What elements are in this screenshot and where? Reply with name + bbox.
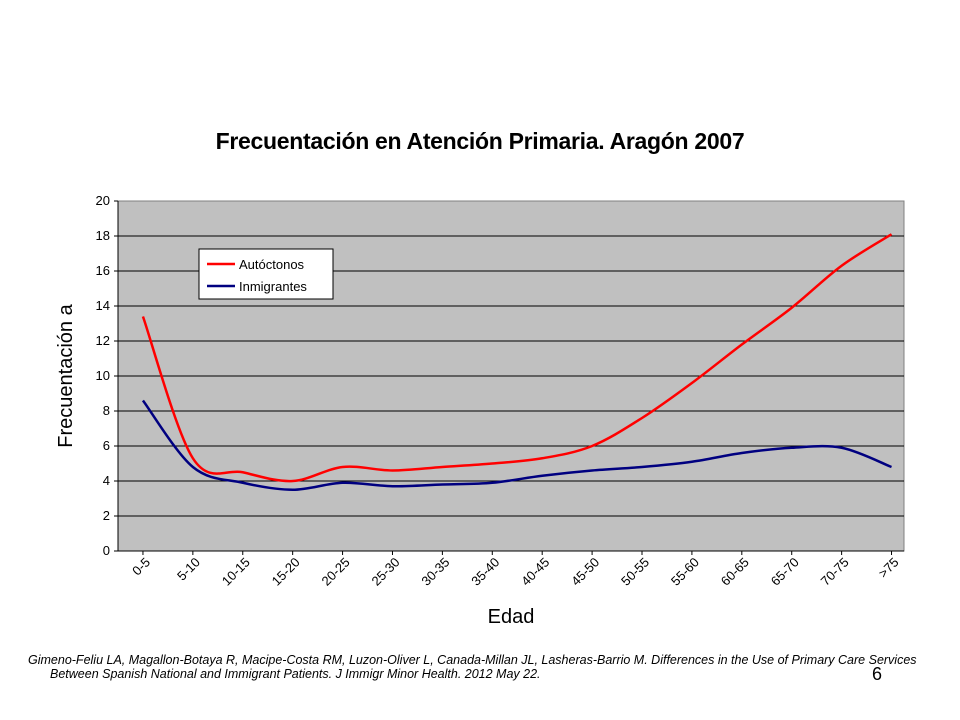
grid-lines bbox=[118, 235, 904, 517]
citation-line-2: Between Spanish National and Immigrant P… bbox=[50, 667, 541, 681]
line-chart: 0 2 4 6 8 10 12 14 16 18 20 0-5 5-10 10-15 15-20 20-25… bbox=[55, 193, 905, 628]
chart-title: Frecuentación en Atención Primaria. Arag… bbox=[215, 128, 745, 154]
y-tick-label: 2 bbox=[103, 508, 110, 523]
y-tick-label: 10 bbox=[96, 368, 110, 383]
x-tick-label: 20-25 bbox=[319, 555, 353, 589]
y-tick-label: 8 bbox=[103, 403, 110, 418]
x-axis: 0-5 5-10 10-15 15-20 20-25 25-30 30-35 35-40 40-… bbox=[118, 550, 904, 589]
x-axis-title: Edad bbox=[488, 606, 535, 628]
citation: Gimeno-Feliu LA, Magallon-Botaya R, Maci… bbox=[28, 653, 928, 681]
x-tick-label: 70-75 bbox=[818, 555, 852, 589]
y-tick-label: 14 bbox=[96, 298, 110, 313]
y-tick-label: 20 bbox=[96, 193, 110, 208]
x-tick-label: 65-70 bbox=[768, 555, 802, 589]
x-tick-label: 5-10 bbox=[174, 555, 203, 584]
y-tick-label: 6 bbox=[103, 438, 110, 453]
x-tick-label: 40-45 bbox=[518, 555, 552, 589]
y-tick-label: 4 bbox=[103, 473, 110, 488]
legend: Autóctonos Inmigrantes bbox=[198, 248, 334, 300]
y-axis-title: Frecuentación a bbox=[55, 303, 77, 447]
x-tick-label: 50-55 bbox=[618, 555, 652, 589]
citation-line-1: Gimeno-Feliu LA, Magallon-Botaya R, Maci… bbox=[28, 653, 917, 667]
y-axis: 0 2 4 6 8 10 12 14 16 18 20 bbox=[96, 193, 119, 558]
slide-number: 6 bbox=[872, 664, 883, 684]
x-tick-label: 25-30 bbox=[368, 555, 402, 589]
y-tick-label: 12 bbox=[96, 333, 110, 348]
series-line-autoctonos bbox=[141, 233, 893, 483]
series-lines bbox=[141, 233, 893, 492]
legend-label: Inmigrantes bbox=[239, 279, 307, 294]
y-tick-label: 0 bbox=[103, 543, 110, 558]
x-tick-label: 15-20 bbox=[269, 555, 303, 589]
legend-label: Autóctonos bbox=[239, 257, 305, 272]
y-tick-label: 16 bbox=[96, 263, 110, 278]
legend-box bbox=[198, 248, 334, 300]
x-tick-label: 0-5 bbox=[129, 555, 153, 579]
y-tick-label: 18 bbox=[96, 228, 110, 243]
x-tick-label: >75 bbox=[875, 555, 901, 581]
x-tick-label: 35-40 bbox=[468, 555, 502, 589]
x-tick-label: 60-65 bbox=[718, 555, 752, 589]
x-tick-label: 45-50 bbox=[568, 555, 602, 589]
x-tick-label: 30-35 bbox=[418, 555, 452, 589]
x-tick-label: 55-60 bbox=[668, 555, 702, 589]
x-tick-label: 10-15 bbox=[219, 555, 253, 589]
series-line-inmigrantes bbox=[141, 399, 892, 492]
